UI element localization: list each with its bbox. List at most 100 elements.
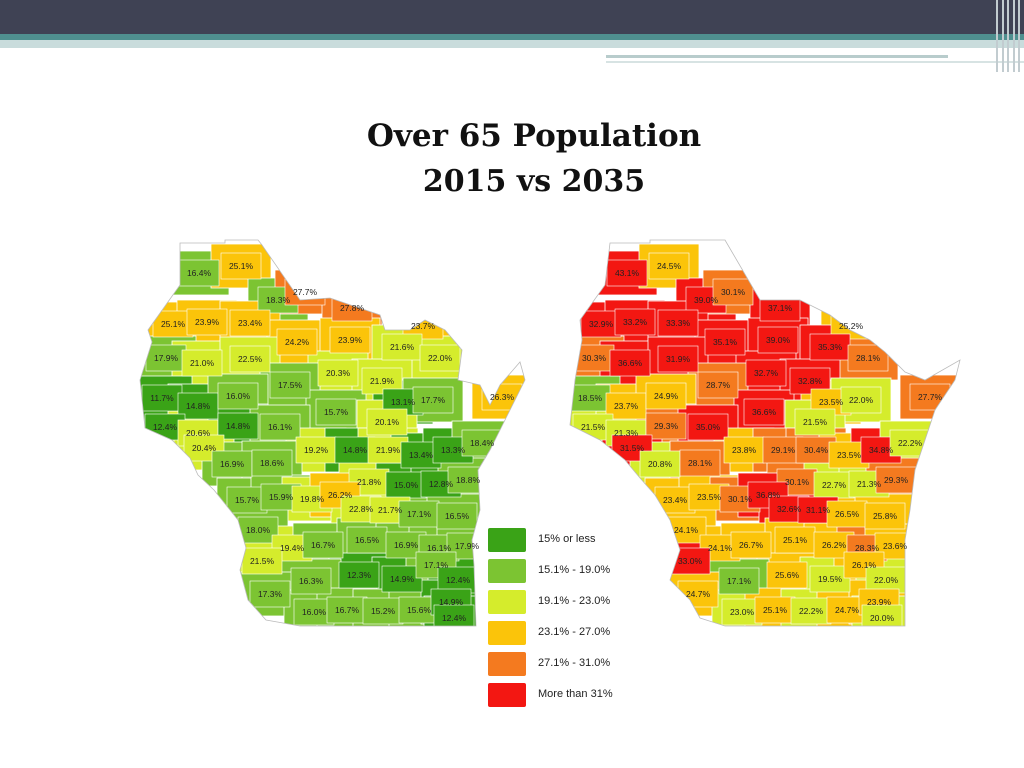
county-value-label: 16.0% [302,607,327,617]
county-cell [366,408,408,436]
legend-swatch [488,652,526,676]
county-cell [747,481,789,509]
county-value-label: 18.4% [470,438,495,448]
county-value-label: 22.7% [822,480,847,490]
county-value-label: 16.5% [445,511,470,521]
county-value-label: 25.1% [161,319,186,329]
county-value-label: 18.3% [266,295,291,305]
legend-item: 23.1% - 27.0% [488,621,668,647]
county-value-label: 22.8% [349,504,374,514]
county-cell [754,596,796,624]
county-cell [183,434,225,462]
county-value-label: 15.7% [235,495,260,505]
county-value-label: 24.5% [657,261,682,271]
county-value-label: 17.5% [278,380,303,390]
county-cell [186,308,228,336]
state-outline [139,239,526,627]
county-cell [385,471,427,499]
county-value-label: 30.1% [728,494,753,504]
county-value-label: 31.1% [806,505,831,515]
county-value-label: 39.0% [694,295,719,305]
county-value-label: 27.8% [340,303,365,313]
county-value-label: 14.8% [226,421,251,431]
county-cell [864,502,906,530]
county-cell [412,386,454,414]
county-value-label: 33.2% [623,317,648,327]
county-value-label: 21.8% [357,477,382,487]
county-cell [745,359,787,387]
county-value-label: 24.1% [674,525,699,535]
county-value-label: 18.6% [260,458,285,468]
county-cell [237,516,279,544]
slide-corner-stripes [994,0,1024,72]
county-value-label: 20.0% [870,613,895,623]
county-value-label: 39.0% [766,335,791,345]
county-value-label: 14.9% [439,597,464,607]
county-value-label: 30.1% [785,477,810,487]
county-value-label: 29.1% [771,445,796,455]
legend-swatch [488,683,526,707]
county-cell [875,466,917,494]
county-cell [269,371,311,399]
county-value-label: 26.3% [490,392,515,402]
county-value-label: 19.2% [304,445,329,455]
county-value-label: 21.6% [390,342,415,352]
county-value-label: 19.8% [300,494,325,504]
county-value-label: 32.9% [589,319,614,329]
county-value-label: 15.6% [407,605,432,615]
legend-label: 15.1% - 19.0% [538,564,611,576]
county-value-label: 15.2% [371,606,396,616]
county-value-label: 43.1% [615,268,640,278]
county-value-label: 34.8% [869,445,894,455]
county-value-label: 12.4% [446,575,471,585]
county-cell [178,259,220,287]
legend-swatch [488,528,526,552]
county-value-label: 17.7% [421,395,446,405]
slide-accent-band-light [0,40,1024,48]
county-value-label: 20.4% [192,443,217,453]
county-cell [145,344,187,372]
county-value-label: 12.8% [429,479,454,489]
county-value-label: 17.9% [455,541,480,551]
county-cell [580,310,622,338]
county-value-label: 19.4% [280,543,305,553]
county-cell [657,345,699,373]
county-value-label: 35.0% [696,422,721,432]
county-cell [329,326,371,354]
county-cell [251,449,293,477]
county-value-label: 35.3% [818,342,843,352]
county-value-label: 25.6% [775,570,800,580]
legend-label: 23.1% - 27.0% [538,626,611,638]
slide-title: Over 65 Population [366,118,702,154]
county-value-label: 21.0% [190,358,215,368]
county-cell [645,382,687,410]
county-value-label: 21.5% [581,422,606,432]
county-value-label: 23.7% [411,321,436,331]
county-value-label: 14.8% [186,401,211,411]
legend-label: 15% or less [538,533,596,545]
county-cell [381,333,423,361]
county-cell [338,561,380,589]
county-value-label: 17.9% [154,353,179,363]
county-value-label: 30.1% [721,287,746,297]
county-value-label: 12.4% [153,422,178,432]
county-cell [295,436,337,464]
county-value-label: 24.1% [708,543,733,553]
county-value-label: 16.3% [299,576,324,586]
county-value-label: 25.2% [839,321,864,331]
county-value-label: 30.3% [582,353,607,363]
county-value-label: 15.7% [324,407,349,417]
county-value-label: 15.0% [394,480,419,490]
county-cell [718,567,760,595]
county-cell [687,413,729,441]
county-value-label: 16.1% [268,422,293,432]
county-value-label: 25.1% [763,605,788,615]
county-value-label: 17.1% [407,509,432,519]
county-value-label: 23.4% [663,495,688,505]
county-value-label: 32.6% [777,504,802,514]
county-cell [609,349,651,377]
county-cell [809,565,851,593]
county-cell [809,333,851,361]
county-cell [259,413,301,441]
county-value-label: 14.8% [343,445,368,455]
